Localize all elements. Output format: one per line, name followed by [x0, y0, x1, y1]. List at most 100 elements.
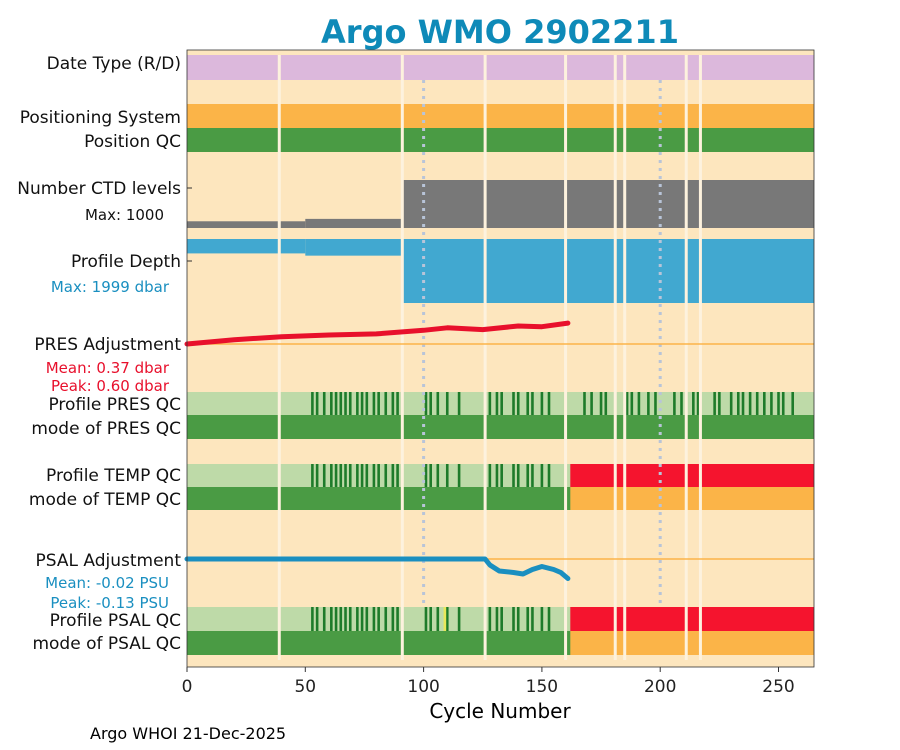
missing-cycle-gap	[684, 55, 688, 660]
pres-adj-sublabel: Mean: 0.37 dbar	[46, 359, 170, 377]
prof-pres-qc-qc-mark	[311, 392, 314, 415]
prof-temp-qc-qc-mark	[488, 464, 492, 487]
prof-pres-qc-qc-mark	[339, 392, 343, 415]
profile-depth-sublabel: Max: 1999 dbar	[51, 278, 170, 296]
plot-frame	[186, 49, 815, 668]
plot-area	[187, 50, 814, 667]
prof-psal-qc-qc-mark	[457, 607, 461, 631]
prof-pres-qc-qc-mark	[713, 392, 716, 415]
prof-pres-qc-qc-mark	[429, 392, 433, 415]
prof-temp-qc-qc-after	[570, 464, 814, 487]
date-type-band	[187, 55, 814, 80]
x-tick-label: 50	[294, 677, 316, 697]
position-qc-band	[187, 128, 814, 152]
prof-pres-qc-qc-mark	[372, 392, 376, 415]
mode-pres-qc-band	[187, 415, 814, 439]
prof-pres-qc-qc-mark	[330, 392, 333, 415]
prof-psal-qc-qc-mark	[516, 607, 520, 631]
prof-psal-qc-qc-mark	[531, 607, 534, 631]
position-qc-label: Position QC	[84, 132, 181, 152]
prof-pres-qc-qc-mark	[599, 392, 603, 415]
positioning-band	[187, 104, 814, 128]
prof-pres-qc-qc-mark	[625, 392, 629, 415]
prof-pres-qc-qc-mark	[791, 392, 795, 415]
prof-temp-qc-qc-mark	[311, 464, 314, 487]
prof-temp-qc-qc-mark	[391, 464, 395, 487]
prof-pres-qc-qc-mark	[547, 392, 551, 415]
prof-psal-qc-qc-mark	[445, 607, 449, 631]
prof-psal-qc-qc-mark	[500, 607, 503, 631]
prof-temp-qc-qc-mark	[322, 464, 326, 487]
prof-psal-qc-qc-mark	[330, 607, 333, 631]
mode-temp-qc-label: mode of TEMP QC	[29, 490, 181, 510]
prof-temp-qc-qc-mark	[445, 464, 449, 487]
prof-temp-qc-qc-mark	[344, 464, 347, 487]
prof-pres-qc-qc-mark	[348, 392, 352, 415]
chart-title: Argo WMO 2902211	[321, 13, 679, 51]
prof-temp-qc-qc-mark	[365, 464, 369, 487]
prof-temp-qc-qc-mark	[334, 464, 338, 487]
prof-pres-qc-qc-mark	[531, 392, 534, 415]
prof-pres-qc-qc-mark	[457, 392, 461, 415]
mode-psal-qc-qc-after	[570, 631, 814, 655]
prof-psal-qc-qc-mark	[540, 607, 544, 631]
prof-temp-qc-qc-mark	[500, 464, 503, 487]
prof-pres-qc-qc-mark	[334, 392, 338, 415]
ctd-levels-label: Number CTD levels	[17, 179, 181, 199]
missing-cycle-gap	[613, 55, 617, 660]
prof-pres-qc-qc-mark	[590, 392, 593, 415]
prof-pres-qc-qc-mark	[777, 392, 780, 415]
missing-cycle-gap	[623, 55, 627, 660]
prof-psal-qc-qc-mark	[526, 607, 530, 631]
prof-pres-qc-qc-mark	[696, 392, 700, 415]
prof-pres-qc-qc-mark	[488, 392, 492, 415]
footer-credit: Argo WHOI 21-Dec-2025	[90, 724, 287, 743]
profile-depth-bar	[402, 239, 814, 303]
x-tick-label: 150	[526, 677, 558, 697]
prof-pres-qc-qc-mark	[604, 392, 608, 415]
prof-pres-qc-qc-mark	[315, 392, 319, 415]
prof-psal-qc-qc-after	[570, 607, 814, 631]
prof-pres-qc-qc-mark	[630, 392, 634, 415]
prof-pres-qc-qc-mark	[500, 392, 503, 415]
pres-adj-sublabel2: Peak: 0.60 dbar	[51, 377, 170, 395]
prof-pres-qc-qc-mark	[755, 392, 759, 415]
prof-pres-qc-qc-mark	[692, 392, 695, 415]
prof-temp-qc-qc-mark	[396, 464, 399, 487]
prof-pres-qc-qc-mark	[647, 392, 650, 415]
prof-temp-qc-qc-mark	[436, 464, 440, 487]
prof-pres-qc-qc-mark	[741, 392, 745, 415]
prof-psal-qc-qc-mark	[356, 607, 359, 631]
prof-pres-qc-qc-mark	[356, 392, 359, 415]
prof-pres-qc-qc-mark	[680, 392, 683, 415]
prof-psal-qc-qc-mark	[512, 607, 515, 631]
profile-depth-bar	[305, 239, 403, 256]
prof-psal-qc-qc-mark	[315, 607, 319, 631]
prof-pres-qc-qc-mark	[512, 392, 515, 415]
mode-pres-qc-label: mode of PRES QC	[31, 419, 181, 439]
ctd-levels-bar	[305, 218, 403, 228]
prof-pres-qc-qc-mark	[384, 392, 388, 415]
x-tick-label: 100	[407, 677, 439, 697]
prof-pres-qc-qc-mark	[436, 392, 440, 415]
prof-pres-qc-qc-mark	[526, 392, 530, 415]
prof-pres-qc-qc-mark	[654, 392, 657, 415]
prof-pres-qc-qc-mark	[637, 392, 641, 415]
prof-psal-qc-qc-mark	[344, 607, 347, 631]
prof-temp-qc-qc-mark	[547, 464, 551, 487]
prof-psal-qc-qc-mark	[311, 607, 314, 631]
prof-pres-qc-qc-mark	[583, 392, 586, 415]
date-type-label: Date Type (R/D)	[47, 54, 181, 74]
prof-temp-qc-qc-mark	[356, 464, 359, 487]
prof-temp-qc-qc-mark	[372, 464, 376, 487]
missing-cycle-gap	[698, 55, 702, 660]
prof-temp-qc-qc-mark	[526, 464, 530, 487]
prof-pres-qc-qc-mark	[763, 392, 766, 415]
prof-psal-qc-qc-flag	[443, 607, 447, 631]
x-tick-label: 0	[182, 677, 193, 697]
prof-pres-qc-qc-mark	[729, 392, 733, 415]
prof-temp-qc-qc-mark	[512, 464, 515, 487]
prof-pres-qc-qc-mark	[360, 392, 364, 415]
prof-temp-qc-qc-mark	[531, 464, 534, 487]
